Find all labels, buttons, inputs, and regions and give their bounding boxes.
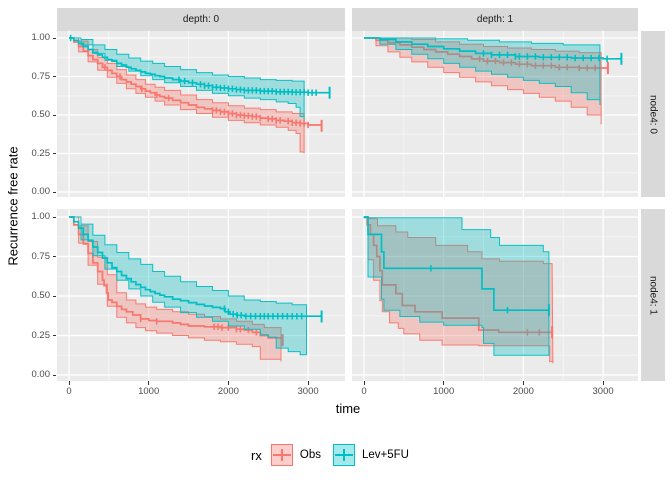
panel-depth0-node41 <box>57 209 345 381</box>
panel-depth0-node40 <box>57 31 345 197</box>
legend-key-censor-tick <box>280 449 283 461</box>
panel-depth1-node41 <box>352 209 638 381</box>
x-tick-label: 3000 <box>297 386 319 397</box>
y-tick-label: 0.75 <box>31 70 51 82</box>
y-tick-label: 0.50 <box>31 109 51 120</box>
x-axis-title: time <box>335 401 361 416</box>
x-tick-mark <box>363 381 365 385</box>
facet-strip-label: depth: 0 <box>182 14 220 25</box>
x-tick-mark <box>68 381 70 385</box>
x-tick-label: 0 <box>66 386 72 397</box>
panel-plot-svg <box>352 31 638 197</box>
x-tick-label: 0 <box>361 386 367 397</box>
legend-title: rx <box>251 447 262 463</box>
legend-item-obs: Obs <box>270 444 321 466</box>
facet-strip-label: depth: 1 <box>476 14 514 25</box>
y-tick-mark <box>52 114 56 116</box>
y-tick-mark <box>52 295 56 297</box>
y-tick-label: 0.25 <box>31 147 51 159</box>
y-tick-mark <box>52 76 56 77</box>
legend: rx Obs Lev+5FU <box>0 438 672 472</box>
legend-key-obs-icon <box>270 444 293 466</box>
y-tick-mark <box>52 256 56 257</box>
y-tick-label: 0.50 <box>31 290 51 301</box>
x-tick-mark <box>443 381 445 385</box>
y-tick-mark <box>52 153 56 154</box>
panel-plot-svg <box>57 31 345 197</box>
panel-plot-svg <box>57 209 345 381</box>
facet-strip-node4-1: node4: 1 <box>641 209 665 381</box>
y-tick-label: 0.75 <box>31 250 51 262</box>
legend-item-lev5fu: Lev+5FU <box>332 444 409 466</box>
y-tick-mark <box>52 374 56 376</box>
y-tick-mark <box>52 37 56 39</box>
x-tick-label: 1000 <box>433 386 455 397</box>
legend-key-censor-tick <box>342 449 345 461</box>
x-tick-mark <box>227 381 229 385</box>
legend-label-lev5fu: Lev+5FU <box>361 449 409 461</box>
facet-strip-label: node4: 0 <box>647 94 659 134</box>
legend-label-obs: Obs <box>299 449 321 461</box>
y-tick-mark <box>52 335 56 336</box>
x-tick-mark <box>522 381 524 385</box>
legend-key-lev5fu-icon <box>332 444 355 466</box>
x-tick-mark <box>602 381 604 385</box>
y-tick-mark <box>52 191 56 193</box>
x-tick-label: 1000 <box>138 386 160 397</box>
y-tick-label: 1.00 <box>31 211 51 222</box>
y-tick-label: 0.00 <box>31 186 51 197</box>
x-tick-mark <box>148 381 150 385</box>
y-tick-mark <box>52 216 56 218</box>
panel-depth1-node40 <box>352 31 638 197</box>
y-tick-label: 1.00 <box>31 32 51 43</box>
facet-strip-depth-0: depth: 0 <box>57 8 345 31</box>
facet-strip-label: node4: 1 <box>647 275 659 315</box>
x-tick-label: 2000 <box>512 386 534 397</box>
panel-plot-svg <box>352 209 638 381</box>
x-tick-label: 2000 <box>217 386 239 397</box>
x-tick-label: 3000 <box>592 386 614 397</box>
x-tick-mark <box>307 381 309 385</box>
facet-strip-node4-0: node4: 0 <box>641 31 665 197</box>
y-tick-label: 0.00 <box>31 369 51 380</box>
y-tick-label: 0.25 <box>31 329 51 341</box>
facet-strip-depth-1: depth: 1 <box>352 8 638 31</box>
y-axis-title: Recurrence free rate <box>5 146 21 266</box>
